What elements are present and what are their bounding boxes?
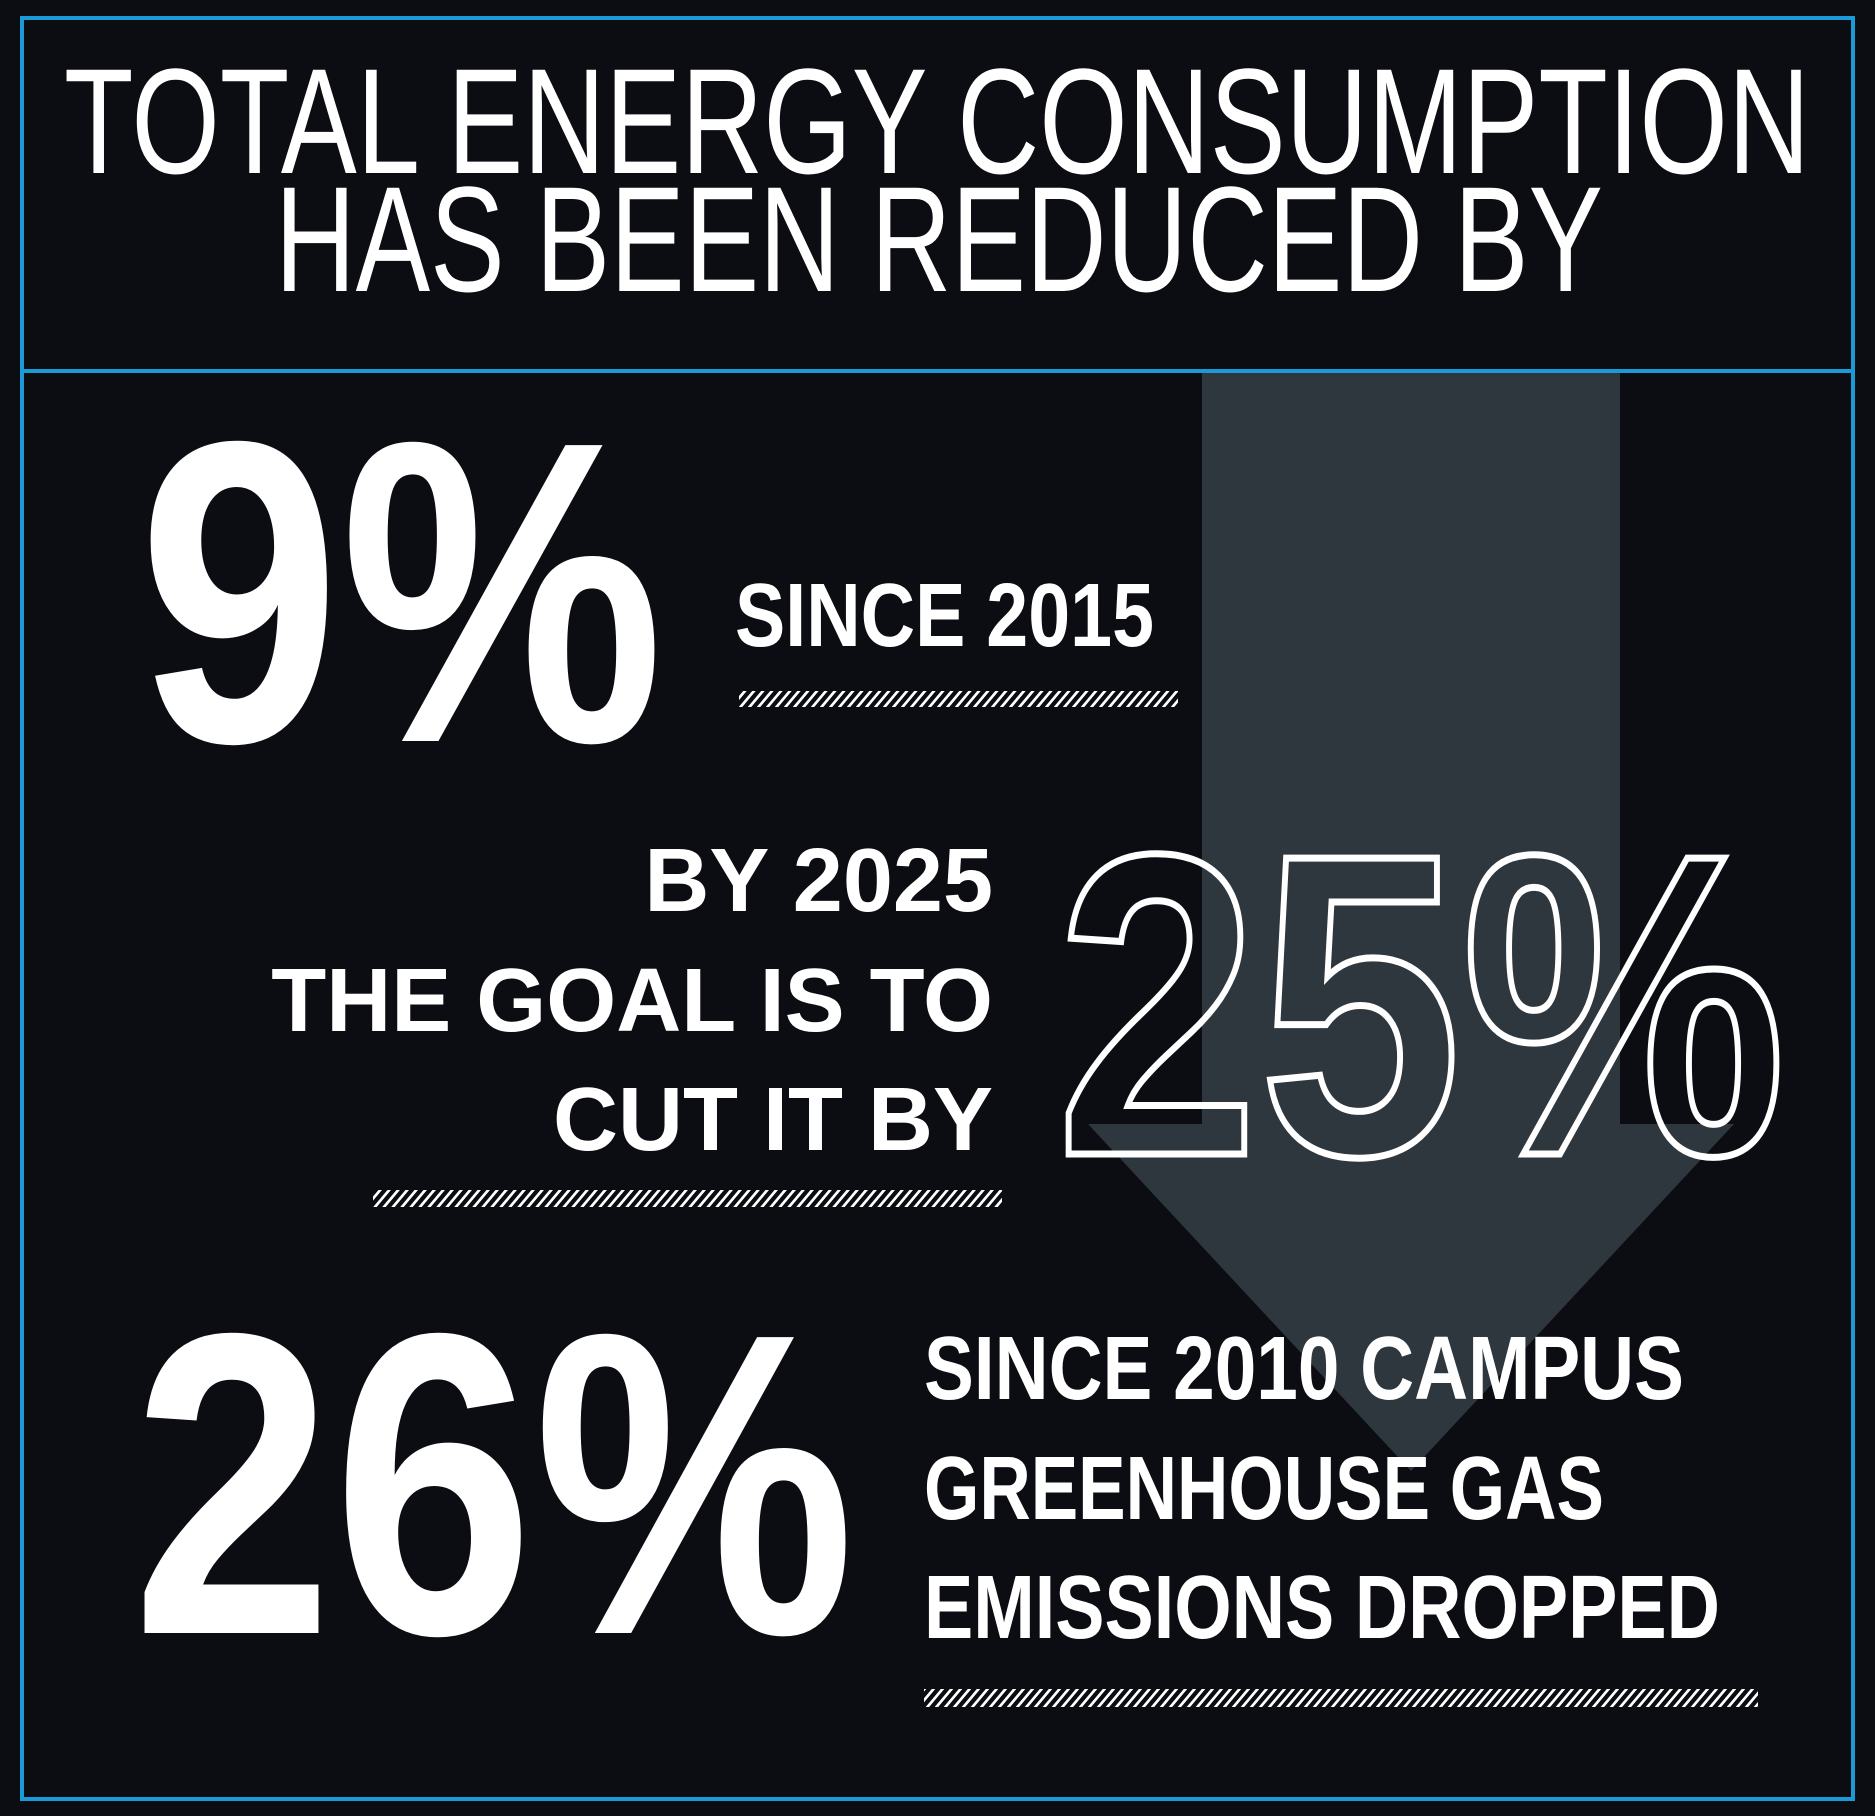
stat-value: 26% <box>132 1245 855 1725</box>
stat-label: THE GOAL IS TO <box>271 951 993 1051</box>
stat-label: CUT IT BY <box>553 1070 993 1170</box>
stat-label: SINCE 2015 <box>735 566 1154 666</box>
hatch-rule <box>924 1689 1758 1707</box>
down-arrow <box>1088 371 1734 1471</box>
stat-label: BY 2025 <box>644 831 993 931</box>
title-line: HAS BEEN REDUCED BY <box>275 155 1603 323</box>
title-line: TOTAL ENERGY CONSUMPTION <box>64 37 1810 205</box>
stat-label: SINCE 2010 CAMPUS <box>924 1319 1684 1419</box>
stat-label: EMISSIONS DROPPED <box>924 1558 1720 1658</box>
hatch-rule <box>739 691 1178 707</box>
stat-value: 25% <box>1056 766 1786 1246</box>
hatch-rule <box>373 1190 1002 1207</box>
stat-value: 9% <box>138 353 664 833</box>
stat-label: GREENHOUSE GAS <box>924 1439 1604 1539</box>
frame <box>20 16 1855 1801</box>
